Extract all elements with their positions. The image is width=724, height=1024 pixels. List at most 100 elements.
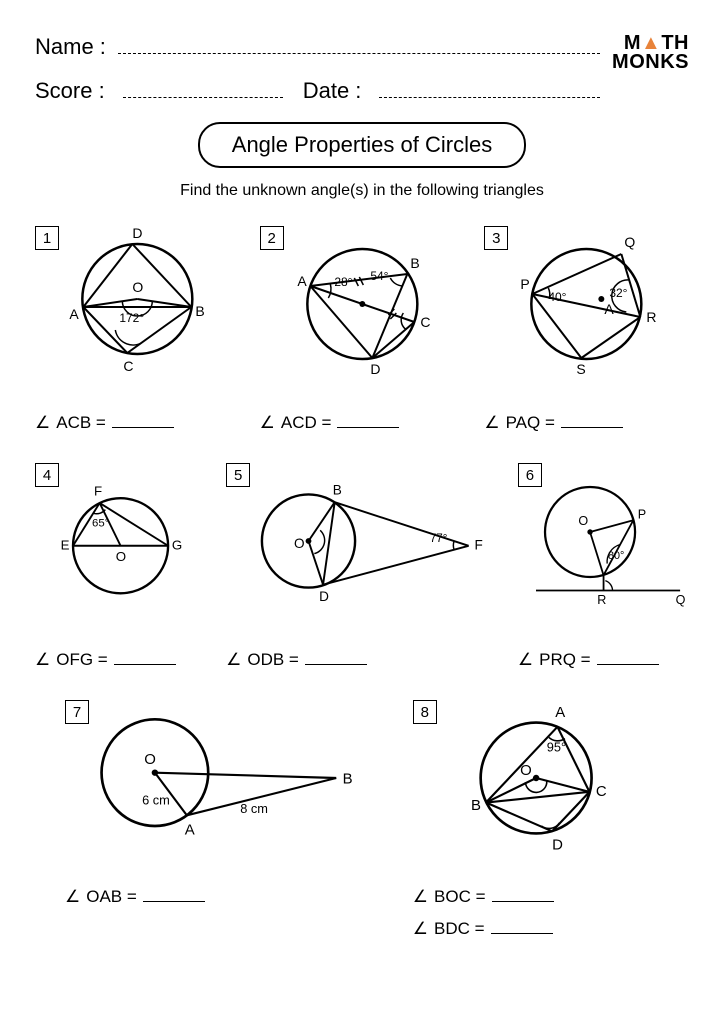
svg-text:O: O [132, 279, 143, 295]
svg-text:54°: 54° [370, 269, 388, 283]
name-blank[interactable] [118, 30, 600, 54]
svg-text:95°: 95° [547, 740, 566, 755]
date-label: Date : [303, 78, 362, 104]
svg-text:G: G [172, 538, 182, 553]
svg-text:77°: 77° [430, 532, 448, 545]
figure-2: A B C D 28° 54° [260, 224, 465, 384]
header-fields: Name : Score : Date : [35, 30, 600, 104]
svg-text:A: A [69, 306, 79, 322]
answer-blank[interactable] [492, 885, 554, 902]
svg-text:D: D [370, 361, 380, 377]
svg-text:Q: Q [675, 593, 685, 607]
answer-blank[interactable] [114, 648, 176, 665]
svg-text:P: P [638, 508, 646, 522]
problem-number: 1 [35, 226, 59, 250]
instructions-text: Find the unknown angle(s) in the followi… [35, 182, 689, 200]
answer-8a: ∠BOC = [413, 885, 659, 907]
answer-blank[interactable] [112, 411, 174, 428]
problems-row-2: 4 E F G O 65° ∠OFG = 5 [35, 461, 689, 670]
problem-number: 2 [260, 226, 284, 250]
svg-text:C: C [420, 314, 430, 330]
svg-text:8 cm: 8 cm [240, 802, 268, 817]
figure-4: E F G O 65° [35, 461, 206, 621]
svg-text:B: B [343, 771, 353, 788]
problem-7: 7 O A B 6 cm 8 cm ∠OAB = [65, 698, 373, 939]
svg-text:D: D [552, 837, 563, 854]
svg-text:D: D [319, 590, 329, 605]
logo-line2: MONKS [612, 53, 689, 72]
svg-text:172°: 172° [119, 311, 144, 325]
problem-5: 5 O B D F 77° ∠ODB = [226, 461, 498, 670]
date-blank[interactable] [379, 74, 600, 98]
figure-3: P Q R S A 40° 32° [484, 224, 689, 384]
svg-text:O: O [144, 752, 156, 769]
svg-text:Q: Q [625, 234, 636, 250]
svg-text:B: B [410, 255, 419, 271]
answer-5: ∠ODB = [226, 648, 498, 670]
name-row: Name : [35, 30, 600, 60]
svg-text:R: R [647, 309, 657, 325]
problem-number: 3 [484, 226, 508, 250]
answer-8b: ∠BDC = [413, 917, 659, 939]
problem-8: 8 A B C D O 95° ∠BOC = ∠BDC = [413, 698, 659, 939]
problem-number: 7 [65, 700, 89, 724]
answer-blank[interactable] [143, 885, 205, 902]
problem-number: 5 [226, 463, 250, 487]
answer-blank[interactable] [491, 917, 553, 934]
problems-row-1: 1 D O A B C 172° ∠ACB = 2 [35, 224, 689, 433]
svg-text:B: B [195, 303, 204, 319]
problem-1: 1 D O A B C 172° ∠ACB = [35, 224, 240, 433]
problem-number: 6 [518, 463, 542, 487]
answer-2: ∠ACD = [260, 411, 465, 433]
svg-text:B: B [471, 797, 481, 814]
svg-text:O: O [578, 514, 588, 528]
svg-text:6 cm: 6 cm [142, 793, 170, 808]
svg-text:F: F [475, 538, 483, 553]
problem-6: 6 O P R Q 80° ∠PRQ = [518, 461, 689, 670]
svg-text:O: O [116, 549, 126, 564]
svg-text:65°: 65° [92, 518, 109, 530]
answer-4: ∠OFG = [35, 648, 206, 670]
svg-text:F: F [94, 484, 102, 499]
svg-text:O: O [294, 536, 305, 551]
svg-text:A: A [297, 273, 307, 289]
svg-text:R: R [597, 593, 606, 607]
worksheet-title: Angle Properties of Circles [198, 122, 526, 168]
svg-text:C: C [123, 358, 133, 374]
figure-5: O B D F 77° [226, 461, 498, 621]
svg-text:A: A [605, 301, 615, 317]
worksheet-header: Name : Score : Date : M▲TH MONKS [35, 30, 689, 104]
figure-6: O P R Q 80° [518, 461, 689, 621]
svg-text:S: S [577, 361, 586, 377]
answer-blank[interactable] [337, 411, 399, 428]
mathmonks-logo: M▲TH MONKS [612, 34, 689, 72]
problem-number: 4 [35, 463, 59, 487]
svg-text:P: P [521, 276, 530, 292]
svg-text:O: O [520, 762, 532, 779]
answer-6: ∠PRQ = [518, 648, 689, 670]
svg-text:40°: 40° [549, 290, 567, 304]
answer-blank[interactable] [305, 648, 367, 665]
score-date-row: Score : Date : [35, 74, 600, 104]
svg-text:C: C [596, 784, 607, 801]
answer-3: ∠PAQ = [484, 411, 689, 433]
svg-text:A: A [555, 705, 565, 722]
answer-blank[interactable] [597, 648, 659, 665]
svg-text:32°: 32° [610, 286, 628, 300]
svg-text:A: A [185, 822, 195, 839]
name-label: Name : [35, 34, 106, 60]
figure-7: O A B 6 cm 8 cm [65, 698, 373, 858]
problem-2: 2 A B C D 28° 54° ∠ACD = [260, 224, 465, 433]
answer-blank[interactable] [561, 411, 623, 428]
svg-text:E: E [61, 538, 70, 553]
score-blank[interactable] [123, 74, 283, 98]
figure-8: A B C D O 95° [413, 698, 659, 858]
svg-text:80°: 80° [608, 550, 624, 562]
problem-3: 3 P Q R S A 40° 32° ∠PAQ = [484, 224, 689, 433]
score-label: Score : [35, 78, 105, 104]
figure-1: D O A B C 172° [35, 224, 240, 384]
svg-text:28°: 28° [334, 275, 352, 289]
problem-4: 4 E F G O 65° ∠OFG = [35, 461, 206, 670]
problem-number: 8 [413, 700, 437, 724]
answer-1: ∠ACB = [35, 411, 240, 433]
